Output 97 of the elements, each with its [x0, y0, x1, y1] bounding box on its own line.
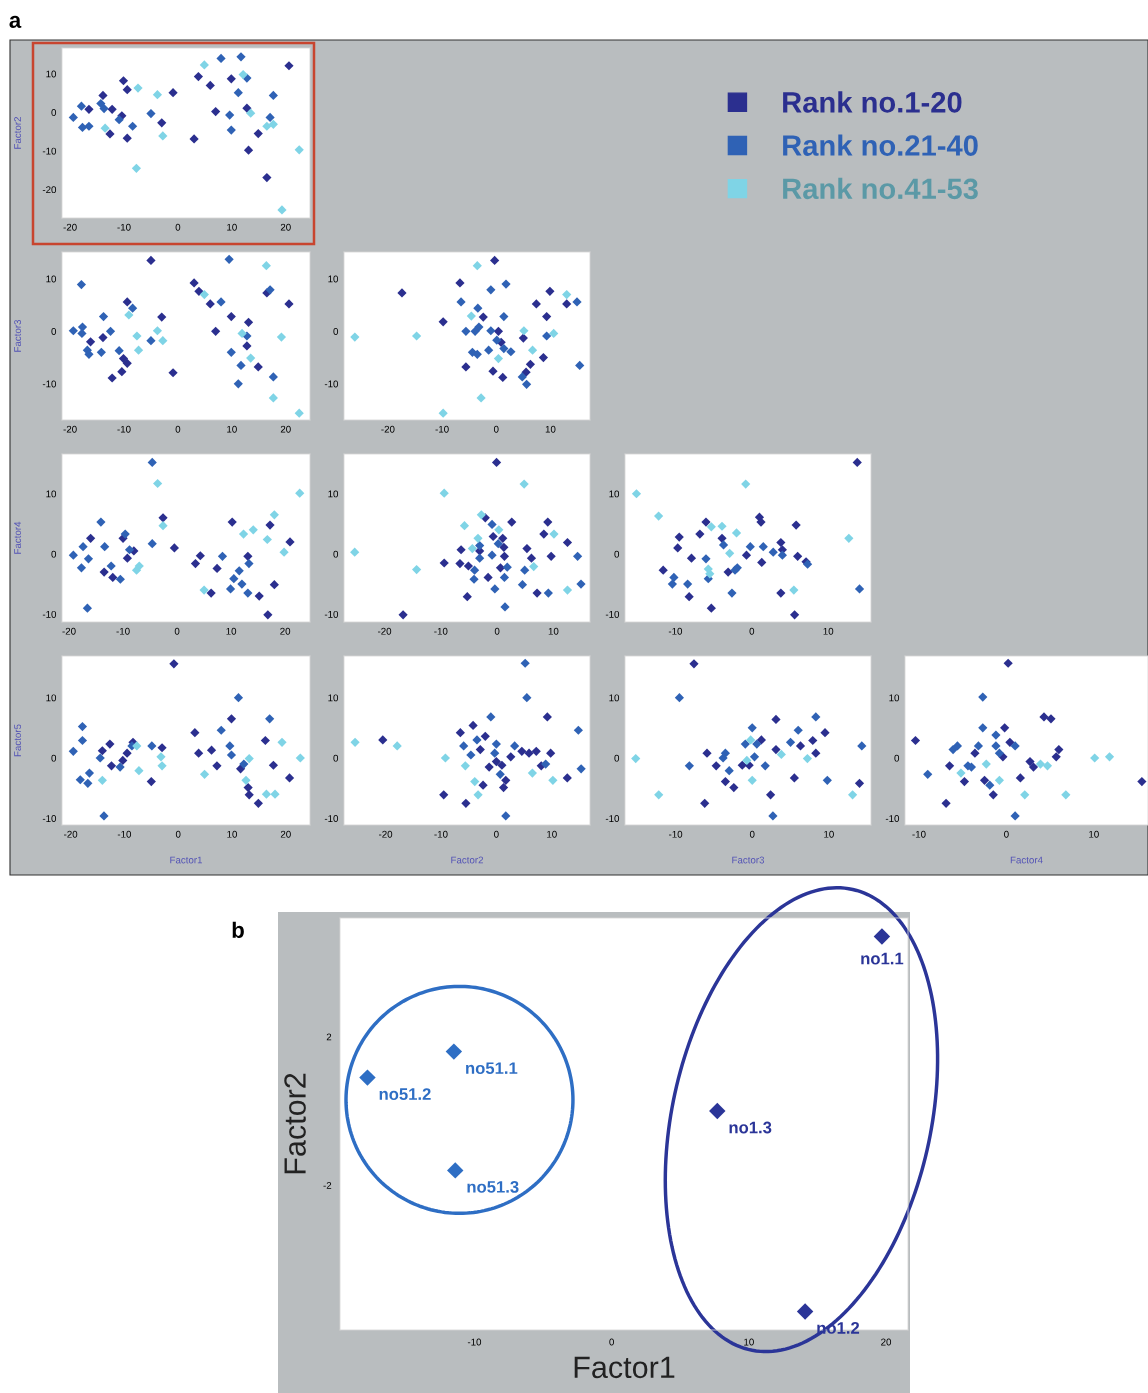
y-tick-label: -10: [42, 380, 57, 388]
y-tick-label: -10: [324, 815, 339, 822]
y-tick-label: 0: [333, 550, 339, 558]
x-tick-label: -10: [668, 627, 683, 635]
y-tick-label: 0: [614, 754, 620, 762]
y-tick-label: 10: [46, 694, 57, 702]
y-tick-label: 0: [333, 754, 339, 762]
x-tick-label: 0: [494, 830, 499, 838]
y-axis-title: Factor2: [284, 1073, 306, 1174]
y-tick-label: 10: [46, 490, 57, 498]
y-tick-label: -10: [605, 815, 620, 822]
y-tick-label: 0: [333, 328, 339, 335]
text: a: [9, 15, 22, 28]
x-tick-label: 10: [824, 830, 834, 838]
x-tick-label: -10: [117, 830, 132, 838]
x-tick-label: -10: [435, 425, 449, 433]
x-tick-label: 20: [881, 1338, 892, 1346]
text: b: [232, 921, 244, 938]
x-tick-label: -10: [117, 425, 131, 433]
y-tick-label: 0: [51, 550, 57, 558]
x-tick-label: 10: [227, 830, 238, 838]
x-tick-label: 10: [226, 627, 237, 635]
annotation: no1.3: [729, 1121, 772, 1134]
y-tick-label: 10: [609, 694, 620, 702]
x-tick-label: -10: [434, 627, 448, 635]
y-tick-label: -10: [42, 147, 57, 155]
legend-label: Rank no.21-40: [783, 134, 978, 156]
y-tick-label: 0: [614, 550, 620, 558]
x-tick-label: -10: [467, 1338, 482, 1346]
y-tick-label: 0: [51, 328, 57, 335]
x-tick-label: 0: [493, 425, 499, 433]
y-tick-label: 10: [609, 490, 620, 498]
x-tick-label: 10: [823, 627, 834, 635]
x-tick-label: 20: [280, 627, 291, 635]
y-tick-label: 0: [51, 109, 57, 116]
annotation: no51.1: [466, 1062, 518, 1075]
annotation: no51.2: [379, 1088, 431, 1100]
x-tick-label: -20: [63, 425, 77, 433]
y-tick-label: -10: [885, 815, 900, 822]
y-tick-label: 0: [894, 754, 900, 762]
y-tick-label: -10: [605, 610, 620, 618]
annotation: no1.1: [861, 952, 904, 965]
x-tick-label: 10: [744, 1338, 754, 1346]
y-tick-label: 10: [328, 490, 339, 498]
y-tick-label: -10: [324, 380, 339, 388]
x-tick-label: -10: [434, 830, 448, 838]
y-axis-title: Factor2: [14, 117, 22, 149]
x-axis-title: Factor1: [574, 1356, 675, 1379]
x-tick-label: 10: [548, 627, 559, 635]
y-tick-label: -2: [323, 1181, 332, 1189]
x-tick-label: 10: [227, 425, 237, 433]
x-tick-label: 0: [175, 425, 181, 433]
y-axis-title: Factor5: [14, 724, 22, 757]
x-axis-title: Factor2: [451, 856, 483, 864]
x-tick-label: -10: [116, 627, 130, 635]
y-tick-label: 10: [889, 694, 900, 702]
x-tick-label: 0: [1004, 830, 1009, 838]
x-tick-label: 10: [1089, 830, 1099, 838]
x-tick-label: -20: [64, 830, 78, 838]
x-tick-label: -20: [381, 425, 395, 433]
y-tick-label: 10: [328, 275, 339, 283]
annotation: no51.3: [467, 1180, 519, 1193]
y-tick-label: 0: [51, 754, 57, 762]
x-axis-title: Factor3: [732, 856, 765, 864]
x-tick-label: 20: [280, 425, 291, 433]
x-tick-label: -20: [377, 627, 392, 635]
x-tick-label: 0: [494, 627, 500, 635]
y-axis-title: Factor3: [14, 319, 22, 352]
y-tick-label: 10: [46, 275, 57, 283]
y-tick-label: 10: [328, 694, 339, 702]
y-tick-label: 2: [326, 1033, 332, 1041]
legend-label: Rank no.1-20: [783, 91, 962, 113]
x-tick-label: 10: [545, 425, 556, 433]
x-tick-label: -20: [62, 627, 76, 635]
legend-label: Rank no.41-53: [783, 177, 978, 200]
x-tick-label: 0: [749, 627, 755, 635]
x-tick-label: 10: [547, 830, 557, 838]
x-tick-label: -10: [912, 830, 926, 838]
x-axis-title: Factor4: [1010, 856, 1043, 864]
x-tick-label: -20: [378, 830, 393, 838]
x-tick-label: 20: [280, 830, 291, 838]
x-tick-label: -20: [63, 223, 77, 231]
y-tick-label: -20: [42, 186, 57, 194]
x-tick-label: 0: [175, 223, 181, 231]
x-tick-label: -10: [668, 830, 683, 838]
y-tick-label: -10: [324, 610, 339, 618]
x-tick-label: 10: [227, 223, 237, 231]
y-tick-label: -10: [42, 815, 57, 822]
x-axis-title: Factor1: [170, 856, 203, 864]
y-tick-label: 10: [46, 70, 57, 78]
y-tick-label: -10: [42, 610, 57, 618]
x-tick-label: -10: [117, 223, 131, 231]
x-tick-label: 20: [280, 223, 291, 231]
x-tick-label: 0: [174, 627, 180, 635]
x-tick-label: 0: [749, 830, 755, 838]
y-axis-title: Factor4: [14, 521, 22, 554]
x-tick-label: 0: [175, 830, 181, 838]
